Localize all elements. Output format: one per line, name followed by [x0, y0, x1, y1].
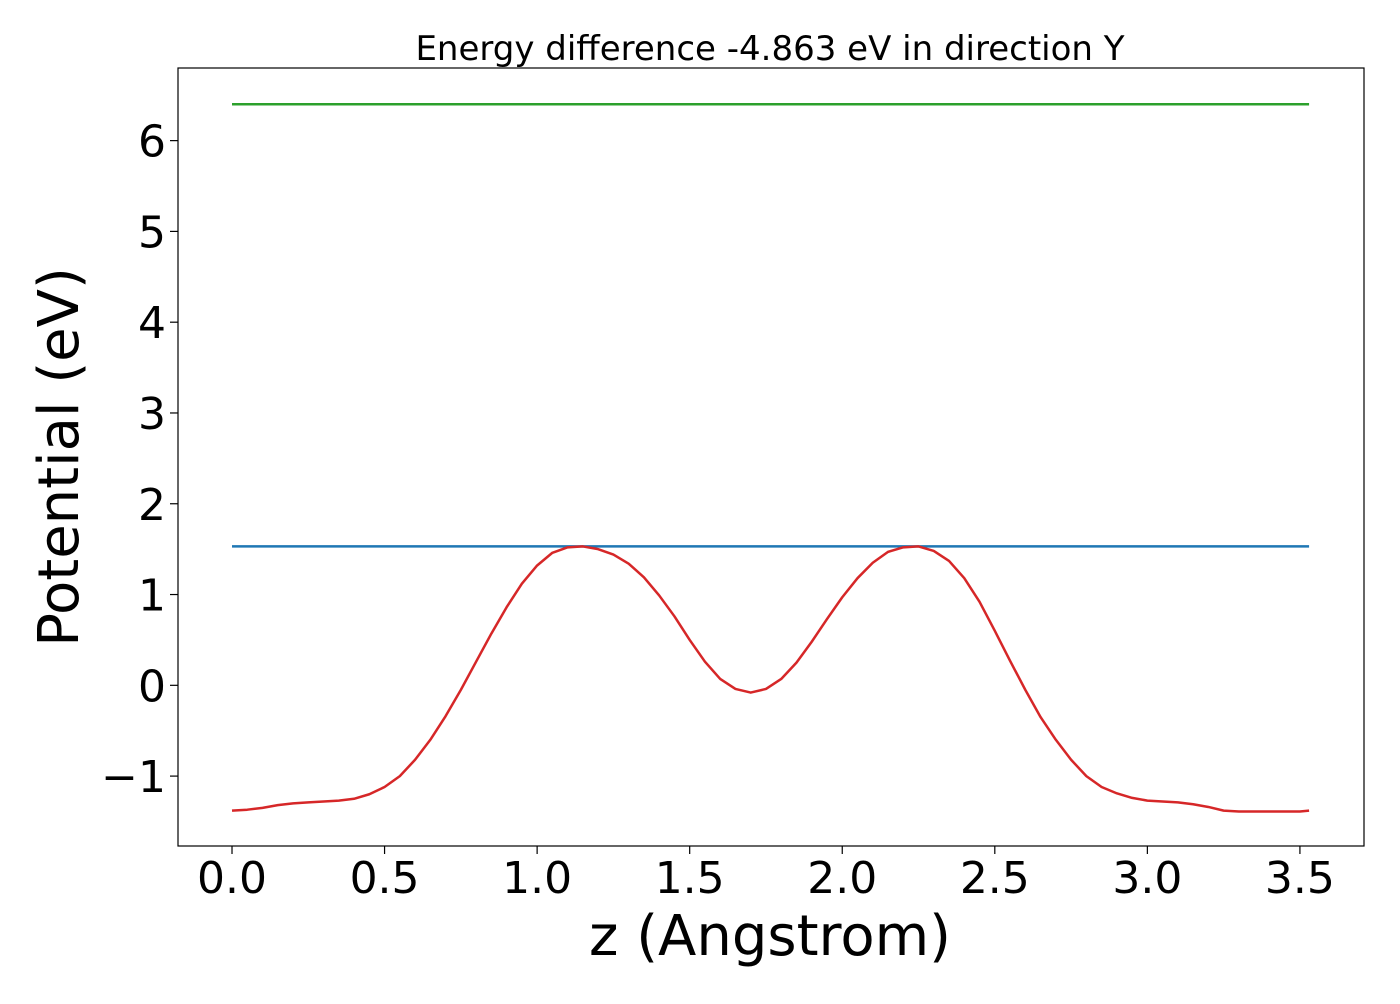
chart-title: Energy difference -4.863 eV in direction… [415, 29, 1124, 69]
y-tick-label: 0 [138, 661, 166, 712]
y-axis-label: Potential (eV) [27, 267, 92, 647]
y-tick-label: 1 [138, 571, 166, 622]
y-tick-label: 3 [138, 389, 166, 440]
x-axis-ticks: 0.0 0.5 1.0 1.5 2.0 2.5 3.0 3.5 [197, 846, 1335, 904]
y-tick-label: 4 [138, 298, 166, 349]
x-tick-label: 3.5 [1265, 853, 1335, 904]
plot-frame [177, 67, 1365, 847]
x-tick-label: 0.0 [197, 853, 267, 904]
x-tick-label: 2.5 [960, 853, 1030, 904]
y-axis-ticks: −1 0 1 2 3 4 5 6 [101, 117, 178, 803]
x-tick-label: 2.0 [807, 853, 877, 904]
y-tick-label: 5 [138, 207, 166, 258]
x-tick-label: 0.5 [350, 853, 420, 904]
x-tick-label: 1.5 [655, 853, 725, 904]
potential-curve [231, 545, 1310, 813]
x-tick-label: 3.0 [1112, 853, 1182, 904]
x-axis-label: z (Angstrom) [589, 904, 951, 969]
y-tick-label: 2 [138, 480, 166, 531]
y-tick-label: −1 [101, 752, 166, 803]
x-tick-label: 1.0 [502, 853, 572, 904]
y-tick-label: 6 [138, 117, 166, 168]
series-layer [231, 103, 1310, 813]
